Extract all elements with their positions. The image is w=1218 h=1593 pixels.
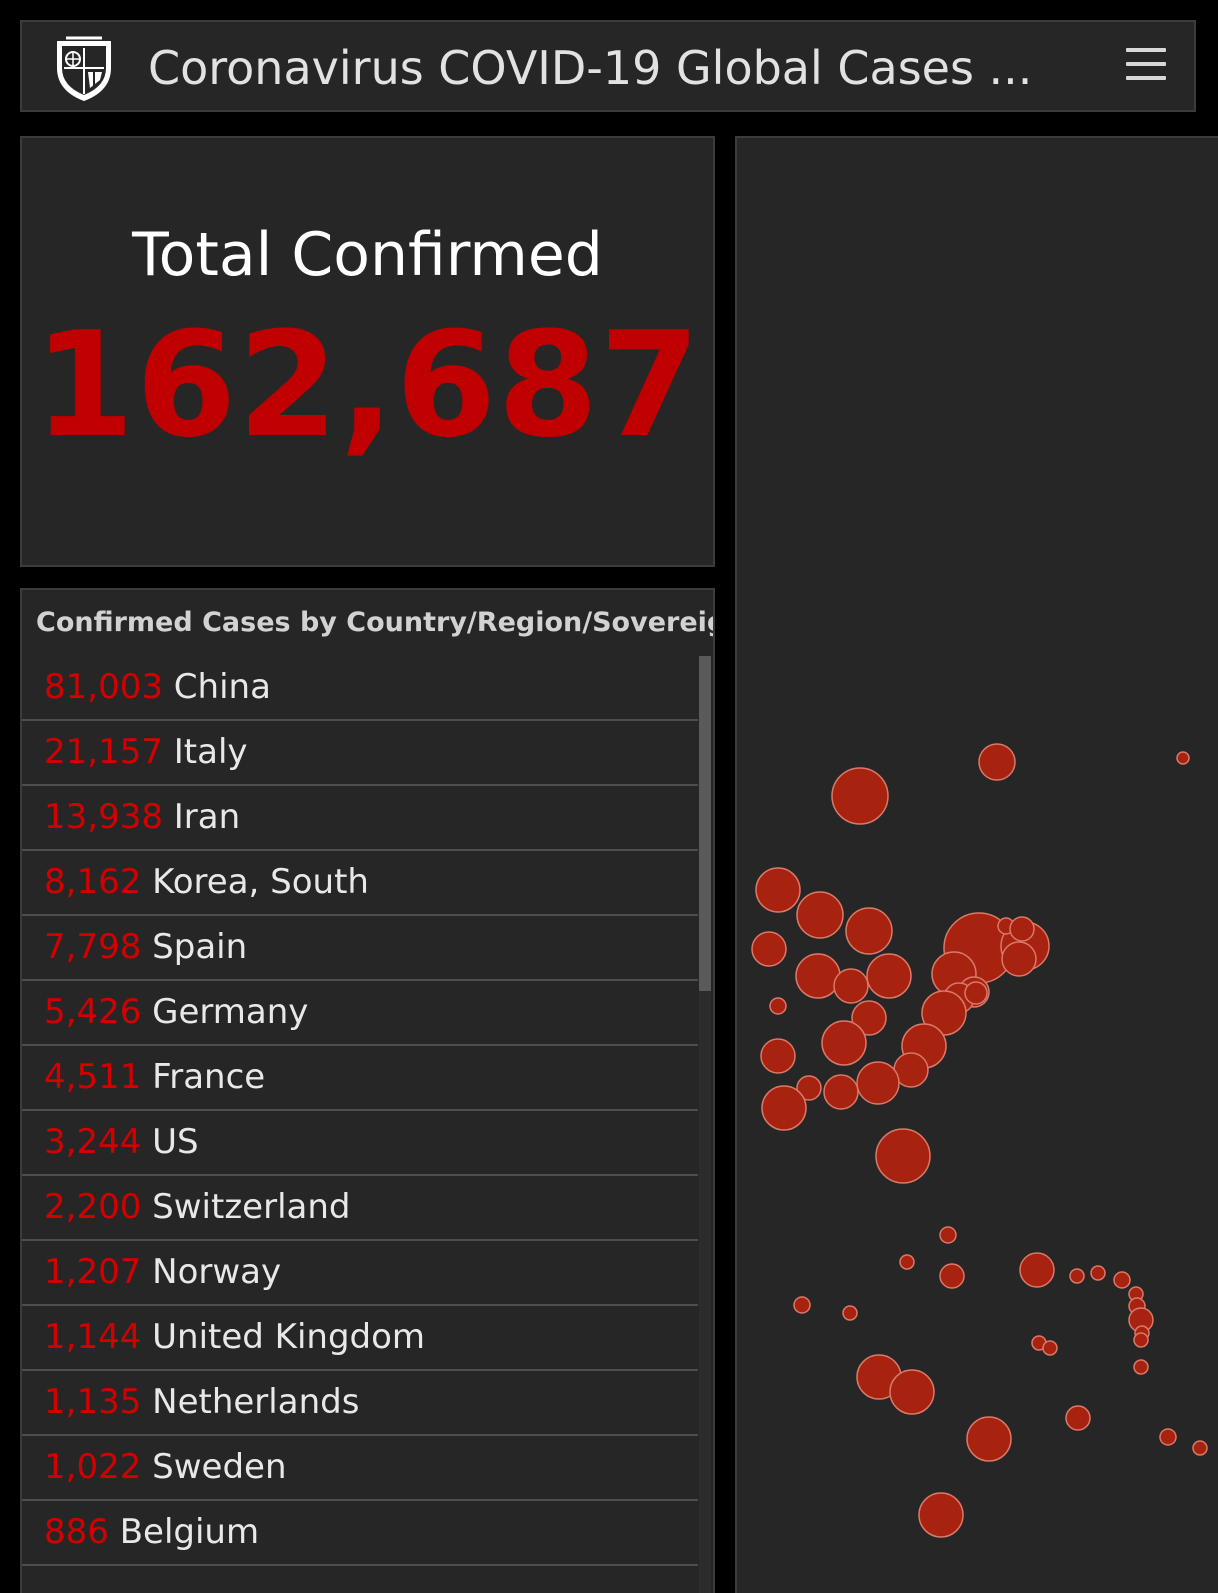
country-list-panel: Confirmed Cases by Country/Region/Sovere… [20,588,715,1593]
case-marker[interactable] [899,1254,915,1270]
list-item[interactable]: 5,426 Germany [22,981,698,1046]
case-marker[interactable] [796,891,844,939]
case-marker[interactable] [755,867,801,913]
case-map[interactable] [735,136,1218,1593]
case-count: 1,135 [44,1382,142,1422]
country-name: Iran [173,797,241,837]
country-name: Netherlands [152,1382,360,1422]
case-marker[interactable] [821,1020,867,1066]
list-item[interactable]: 1,144 United Kingdom [22,1306,698,1371]
list-item[interactable]: 3,244 US [22,1111,698,1176]
case-map-canvas[interactable] [737,138,1218,1593]
case-marker[interactable] [1001,941,1037,977]
case-count: 1,022 [44,1447,142,1487]
list-item[interactable]: 7,798 Spain [22,916,698,981]
case-marker[interactable] [1192,1440,1208,1456]
list-item[interactable]: 2,200 Switzerland [22,1176,698,1241]
country-name: Germany [152,992,309,1032]
country-name: Norway [152,1252,282,1292]
case-marker[interactable] [1133,1332,1149,1348]
case-marker[interactable] [1113,1271,1131,1289]
case-marker[interactable] [1042,1340,1058,1356]
list-item[interactable]: 1,022 Sweden [22,1436,698,1501]
case-marker[interactable] [875,1128,931,1184]
case-marker[interactable] [964,981,988,1005]
case-marker[interactable] [769,997,787,1015]
country-name: US [152,1122,199,1162]
case-count: 21,157 [44,732,163,772]
country-name: Italy [173,732,248,772]
total-confirmed-label: Total Confirmed [132,220,603,290]
case-count: 3,244 [44,1122,142,1162]
case-marker[interactable] [1019,1252,1055,1288]
country-name: Switzerland [152,1187,351,1227]
hamburger-menu-icon[interactable] [1126,48,1166,84]
case-marker[interactable] [796,1075,822,1101]
case-marker[interactable] [978,743,1016,781]
page-title: Coronavirus COVID-19 Global Cases ... [148,42,1033,94]
case-count: 8,162 [44,862,142,902]
country-name: Korea, South [152,862,369,902]
case-count: 1,207 [44,1252,142,1292]
list-item[interactable]: 21,157 Italy [22,721,698,786]
case-count: 81,003 [44,667,163,707]
case-marker[interactable] [939,1226,957,1244]
country-name: Belgium [119,1512,260,1552]
list-item[interactable]: 1,135 Netherlands [22,1371,698,1436]
case-marker[interactable] [793,1296,811,1314]
country-list[interactable]: 81,003 China 21,157 Italy 13,938 Iran 8,… [22,656,698,1566]
case-count: 13,938 [44,797,163,837]
total-confirmed-panel: Total Confirmed 162,687 [20,136,715,567]
case-count: 886 [44,1512,109,1552]
list-item[interactable]: 13,938 Iran [22,786,698,851]
case-count: 1,144 [44,1317,142,1357]
country-name: Sweden [152,1447,287,1487]
case-marker[interactable] [856,1061,900,1105]
country-name: China [173,667,271,707]
case-count: 7,798 [44,927,142,967]
case-marker[interactable] [866,953,912,999]
list-item[interactable]: 1,207 Norway [22,1241,698,1306]
case-marker[interactable] [918,1492,964,1538]
list-scroll-thumb[interactable] [699,656,711,991]
app-header: Coronavirus COVID-19 Global Cases ... [20,20,1196,112]
case-marker[interactable] [1069,1268,1085,1284]
case-marker[interactable] [845,907,893,955]
list-item[interactable]: 81,003 China [22,656,698,721]
case-marker[interactable] [751,931,787,967]
country-name: United Kingdom [152,1317,426,1357]
case-marker[interactable] [889,1369,935,1415]
case-marker[interactable] [851,1000,887,1036]
case-marker[interactable] [833,968,869,1004]
case-count: 5,426 [44,992,142,1032]
list-title: Confirmed Cases by Country/Region/Sovere… [36,607,713,638]
list-item[interactable]: 8,162 Korea, South [22,851,698,916]
case-marker[interactable] [760,1038,796,1074]
case-count: 4,511 [44,1057,142,1097]
case-marker[interactable] [761,1085,807,1131]
university-shield-logo-icon [57,36,111,102]
case-marker[interactable] [842,1305,858,1321]
list-item[interactable]: 886 Belgium [22,1501,698,1566]
case-count: 2,200 [44,1187,142,1227]
case-marker[interactable] [966,1416,1012,1462]
case-marker[interactable] [1090,1265,1106,1281]
list-item[interactable]: 4,511 France [22,1046,698,1111]
case-marker[interactable] [1176,751,1190,765]
case-marker[interactable] [1009,916,1035,942]
case-marker[interactable] [1133,1359,1149,1375]
case-marker[interactable] [1159,1428,1177,1446]
case-marker[interactable] [1065,1405,1091,1431]
case-marker[interactable] [939,1263,965,1289]
total-confirmed-value: 162,687 [33,301,702,470]
case-marker[interactable] [795,953,841,999]
case-marker[interactable] [921,990,967,1036]
country-name: France [152,1057,266,1097]
case-marker[interactable] [831,767,889,825]
country-name: Spain [152,927,248,967]
case-marker[interactable] [823,1074,859,1110]
list-scrollbar[interactable] [699,656,711,1593]
